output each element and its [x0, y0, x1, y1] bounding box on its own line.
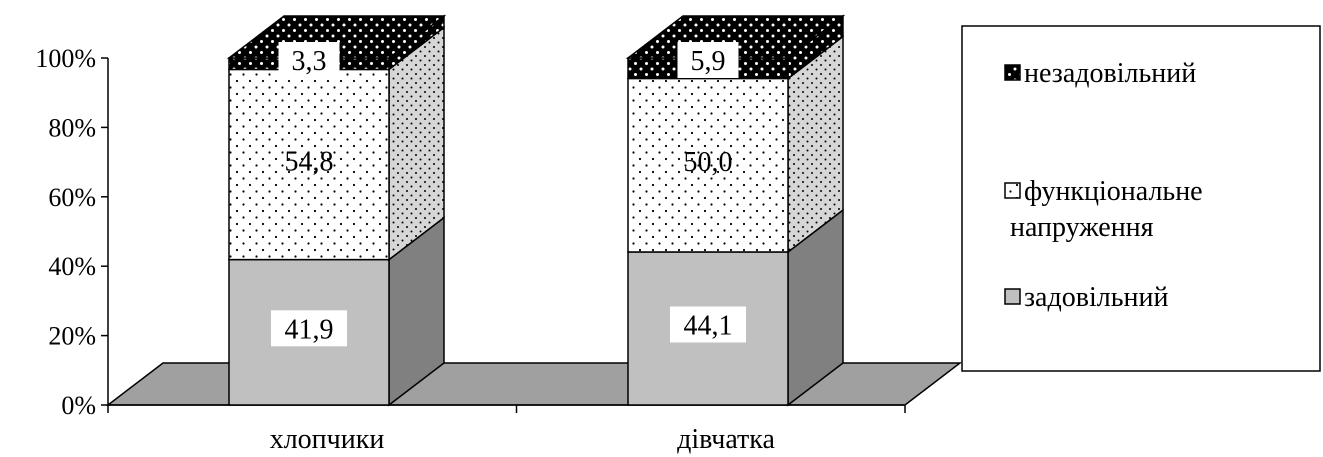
data-label: 3,3: [278, 42, 340, 78]
legend-swatch: [1004, 288, 1021, 305]
y-tick-label: 80%: [48, 113, 96, 142]
data-label-text: 5,9: [691, 46, 726, 77]
legend-item: функціональне напруження: [1004, 176, 1203, 243]
legend-label: функціональне напруження: [1010, 176, 1203, 243]
data-label: 44,1: [670, 306, 746, 343]
data-label: 50,0: [684, 147, 733, 178]
data-label-box: [670, 306, 746, 343]
data-label-text: 41,9: [285, 314, 334, 345]
category-label: хлопчики: [270, 424, 385, 455]
data-label-text: 50,0: [684, 147, 733, 178]
y-tick-label: 100%: [35, 44, 96, 73]
legend-box: [961, 25, 1321, 372]
bar-segment: [228, 68, 390, 261]
legend-label-line: незадовільний: [1024, 58, 1196, 89]
data-label-text: 44,1: [684, 310, 733, 341]
legend-label-line: функціональне: [1024, 176, 1203, 207]
y-tick-label: 40%: [48, 252, 96, 281]
category-labels: хлопчики дівчатка: [270, 424, 776, 455]
data-label-box: [278, 42, 340, 78]
data-label-text: 54,8: [285, 147, 334, 178]
legend: незадовільний функціональне напруження задо…: [961, 25, 1321, 372]
legend-label: задовільний: [1024, 282, 1168, 313]
legend-item: задовільний: [1004, 282, 1168, 313]
data-label-box: [271, 310, 347, 347]
legend-swatch: [1004, 182, 1021, 199]
data-label: 5,9: [677, 42, 739, 78]
legend-label-line: напруження: [1010, 212, 1154, 243]
legend-swatch: [1004, 64, 1021, 81]
y-tick-label: 20%: [48, 322, 96, 351]
data-label: 41,9: [271, 310, 347, 347]
category-label: дівчатка: [677, 424, 775, 455]
y-tick-label: 60%: [48, 183, 96, 212]
data-label: 54,8: [285, 147, 334, 178]
y-tick-label: 0%: [61, 391, 96, 420]
data-label-text: 3,3: [292, 46, 327, 77]
legend-item: незадовільний: [1004, 58, 1196, 89]
data-label-box: [677, 42, 739, 78]
data-labels: 41,9 54,8 3,3 44,1 50,0 5,9: [271, 42, 746, 347]
bar-segment: [627, 77, 789, 253]
legend-label: незадовільний: [1024, 58, 1196, 89]
legend-label-line: задовільний: [1024, 282, 1168, 313]
